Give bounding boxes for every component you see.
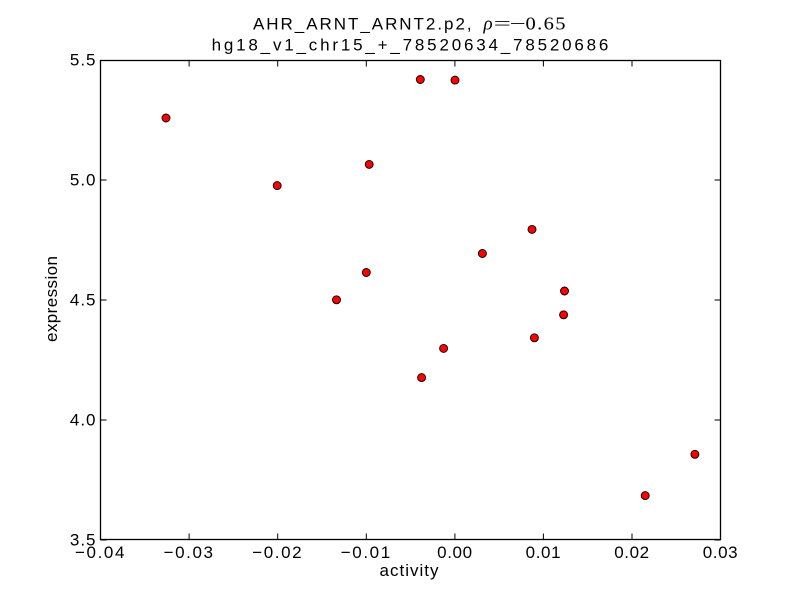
svg-text:AHR_ARNT_ARNT2.p2,: AHR_ARNT_ARNT2.p2, (253, 15, 472, 34)
svg-text:0.65: 0.65 (526, 15, 567, 35)
svg-text:3.5: 3.5 (70, 531, 97, 550)
svg-text:−0.04: −0.04 (75, 543, 126, 562)
svg-text:−0.03: −0.03 (164, 543, 215, 562)
svg-text:−: − (510, 15, 526, 34)
svg-text:5.0: 5.0 (70, 171, 97, 190)
svg-text:ρ: ρ (483, 14, 493, 35)
svg-text:4.5: 4.5 (70, 291, 97, 310)
svg-text:5.5: 5.5 (70, 51, 97, 70)
svg-text:0.03: 0.03 (703, 543, 739, 562)
svg-text:−0.02: −0.02 (252, 543, 303, 562)
svg-text:0.01: 0.01 (526, 543, 562, 562)
svg-text:0.02: 0.02 (614, 543, 650, 562)
svg-text:−0.01: −0.01 (341, 543, 392, 562)
svg-text:hg18_v1_chr15_+_78520634_78520: hg18_v1_chr15_+_78520634_78520686 (212, 36, 609, 55)
svg-text:0.00: 0.00 (437, 543, 473, 562)
svg-text:expression: expression (42, 256, 61, 342)
svg-text:4.0: 4.0 (70, 411, 97, 430)
svg-text:activity: activity (380, 561, 440, 580)
svg-text:=: = (494, 15, 511, 34)
